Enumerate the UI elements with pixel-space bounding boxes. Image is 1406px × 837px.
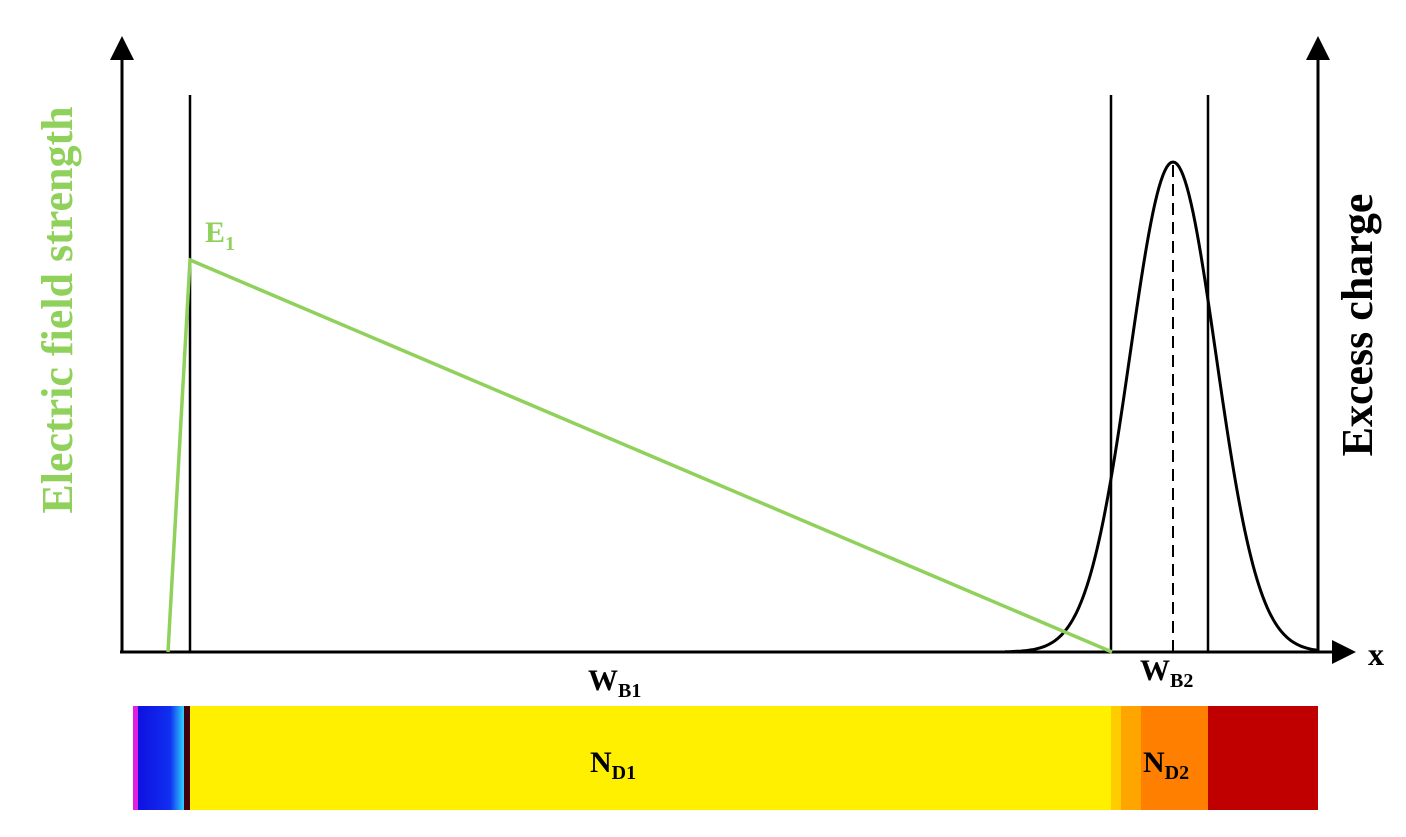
- right-axis-label: Excess charge: [1333, 194, 1382, 457]
- segment: [133, 706, 138, 810]
- doping-bar: [133, 706, 1318, 810]
- label-sub: B1: [618, 680, 641, 702]
- wb2-label: WB2: [1140, 654, 1193, 692]
- label-main: E: [205, 216, 225, 249]
- x-axis-label: x: [1368, 636, 1384, 672]
- nd1-label: ND1: [590, 746, 636, 784]
- segment: [1141, 706, 1208, 810]
- e1-label: E1: [205, 216, 235, 255]
- nd2-label: ND2: [1143, 746, 1189, 784]
- label-sub: B2: [1170, 670, 1193, 692]
- wb1-label: WB1: [588, 664, 641, 702]
- label-sub: D2: [1165, 762, 1189, 784]
- segment: [1121, 706, 1141, 810]
- label-sub: D1: [612, 762, 636, 784]
- left-axis-label: Electric field strength: [33, 106, 82, 513]
- label-main: N: [1143, 746, 1165, 779]
- segment: [138, 706, 184, 810]
- label-main: W: [1140, 654, 1170, 687]
- label-main: W: [588, 664, 618, 697]
- field-profile: [166, 257, 1113, 654]
- segment: [1111, 706, 1121, 810]
- label-main: N: [590, 746, 612, 779]
- segment: [184, 706, 190, 810]
- charge-curve: [1004, 160, 1318, 654]
- label-sub: 1: [225, 233, 235, 255]
- segment: [1208, 706, 1318, 810]
- segment: [190, 706, 1111, 810]
